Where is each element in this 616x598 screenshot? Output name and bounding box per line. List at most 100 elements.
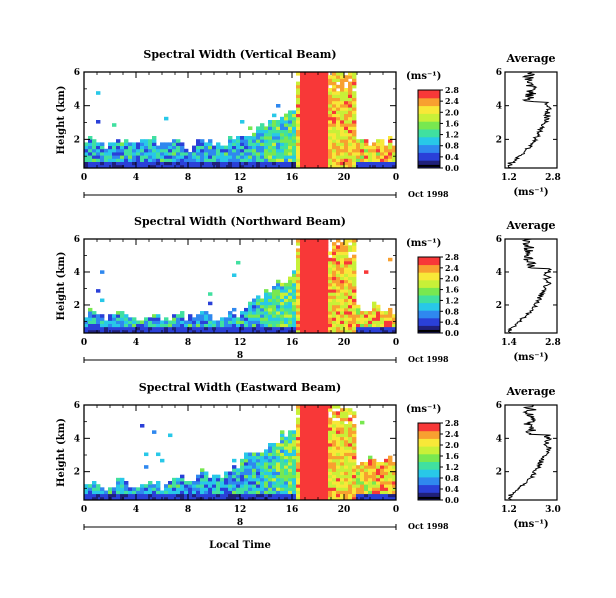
heatmap-cell <box>304 129 309 134</box>
heatmap-cell <box>260 301 265 306</box>
heatmap-cell <box>360 152 365 156</box>
heatmap-cell <box>292 132 297 137</box>
heatmap-cell <box>228 477 233 482</box>
heatmap-cell <box>196 317 201 321</box>
heatmap-cell <box>312 298 317 303</box>
heatmap-cell <box>164 329 169 334</box>
heatmap-cell <box>244 468 249 472</box>
heatmap-cell <box>304 295 309 299</box>
heatmap-cell <box>332 496 337 501</box>
heatmap-cell <box>176 493 181 498</box>
heatmap-cell <box>376 496 381 501</box>
heatmap-cell <box>176 329 181 334</box>
heatmap-cell <box>344 455 349 460</box>
heatmap-cell <box>220 477 225 482</box>
heatmap-cell <box>264 148 269 153</box>
heatmap-cell <box>284 301 289 306</box>
heatmap-cell <box>348 148 353 153</box>
heatmap-cell <box>124 142 129 146</box>
heatmap-cell <box>116 317 121 321</box>
heatmap-cell <box>352 242 357 246</box>
heatmap-cell <box>352 311 357 315</box>
heatmap-cell <box>268 490 273 495</box>
heatmap-cell <box>288 484 293 488</box>
heatmap-cell <box>204 487 209 491</box>
heatmap-cell <box>380 487 385 491</box>
heatmap-cell <box>324 242 329 246</box>
heatmap-cell <box>132 145 137 150</box>
heatmap-cell <box>384 164 389 169</box>
heatmap-cell <box>116 161 121 166</box>
heatmap-cell <box>96 289 101 293</box>
panel-1: Spectral Width (Northward Beam)Height (k… <box>56 215 561 364</box>
heatmap-cell <box>292 286 297 290</box>
heatmap-cell <box>368 320 373 324</box>
heatmap-cell <box>352 126 357 130</box>
heatmap-cell <box>284 307 289 312</box>
heatmap-cell <box>228 136 233 140</box>
panels-group: Spectral Width (Vertical Beam)Height (km… <box>56 48 561 531</box>
heatmap-cell <box>304 411 309 415</box>
heatmap-cell <box>288 455 293 460</box>
heatmap-cell <box>208 155 213 159</box>
heatmap-cell <box>96 320 101 324</box>
heatmap-cell <box>348 267 353 271</box>
heatmap-cell <box>336 97 341 102</box>
heatmap-cell <box>328 471 333 476</box>
heatmap-cell <box>264 477 269 482</box>
heatmap-cell <box>240 139 245 143</box>
y-tick-label: 2 <box>74 301 80 311</box>
heatmap-cell <box>332 164 337 169</box>
heatmap-cell <box>372 142 377 146</box>
heatmap-cell <box>340 161 345 166</box>
heatmap-cell <box>264 484 269 488</box>
heatmap-cell <box>356 155 361 159</box>
heatmap-cell <box>188 155 193 159</box>
heatmap-cell <box>308 94 313 98</box>
heatmap-cell <box>272 449 277 453</box>
heatmap-cell <box>224 484 229 488</box>
heatmap-cell <box>232 307 237 312</box>
heatmap-cell <box>88 329 93 334</box>
heatmap-cell <box>240 465 245 469</box>
heatmap-cell <box>96 484 101 488</box>
colorbar-frame <box>417 256 441 334</box>
heatmap-cell <box>116 148 121 153</box>
heatmap-cell <box>344 75 349 79</box>
heatmap-cell <box>320 411 325 415</box>
heatmap-cell <box>340 289 345 293</box>
heatmap-cell <box>332 142 337 146</box>
heatmap-cell <box>372 484 377 488</box>
heatmap-cell <box>344 446 349 450</box>
heatmap-cell <box>324 78 329 82</box>
heatmap-cell <box>304 286 309 290</box>
heatmap-cell <box>384 320 389 324</box>
heatmap-cell <box>332 311 337 315</box>
heatmap-cell <box>308 414 313 419</box>
heatmap-cell <box>256 468 261 472</box>
heatmap-cell <box>340 443 345 447</box>
heatmap-cell <box>272 120 277 124</box>
heatmap-cell <box>280 317 285 321</box>
heatmap-cell <box>144 152 149 156</box>
heatmap-cell <box>212 484 217 488</box>
heatmap-cell <box>280 307 285 312</box>
heatmap-cell <box>252 320 257 324</box>
heatmap-cell <box>332 298 337 303</box>
heatmap-cell <box>252 326 257 331</box>
heatmap-cell <box>256 148 261 153</box>
heatmap-cell <box>136 487 141 491</box>
heatmap-cell <box>244 329 249 334</box>
heatmap-cell <box>336 458 341 463</box>
heatmap-cell <box>340 152 345 156</box>
heatmap-cell <box>116 329 121 334</box>
heatmap-cell <box>304 496 309 501</box>
heatmap-cell <box>220 320 225 324</box>
heatmap-cell <box>348 433 353 438</box>
heatmap-cell <box>320 436 325 441</box>
heatmap-cell <box>212 487 217 491</box>
heatmap-cell <box>192 496 197 501</box>
heatmap-cell <box>364 471 369 476</box>
heatmap-cell <box>228 487 233 491</box>
heatmap-cell <box>248 320 253 324</box>
